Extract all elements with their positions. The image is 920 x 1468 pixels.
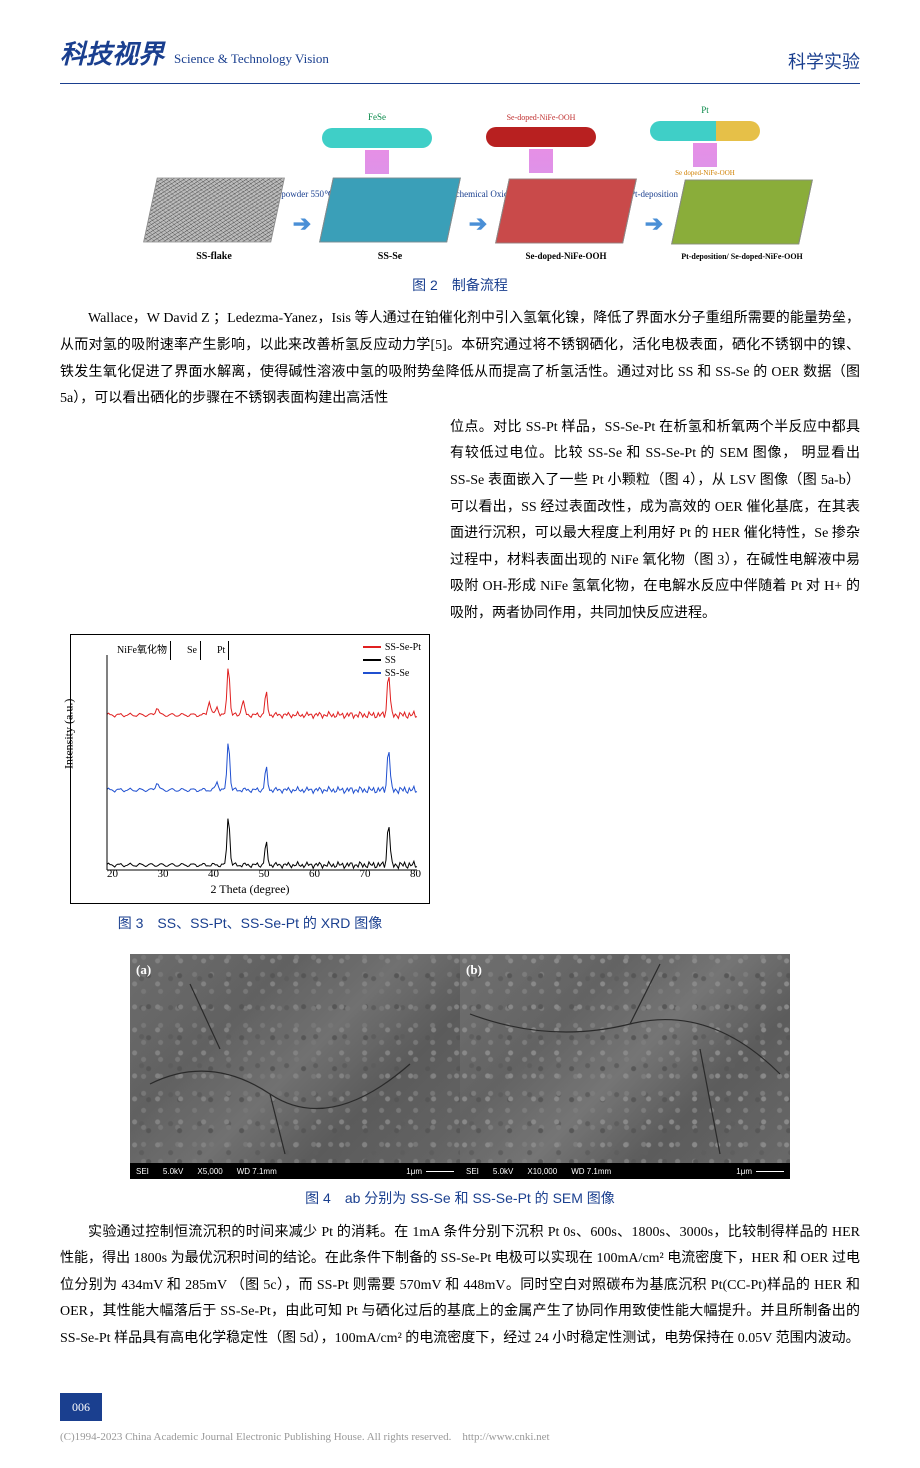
- body-paragraph-1: Wallace，W David Z ；Ledezma-Yanez，Isis 等人…: [60, 306, 860, 412]
- fig2-plate-2: [495, 178, 637, 243]
- figure-3-xrd-chart: NiFe氧化物 Se Pt SS-Se-Pt SS SS-Se: [70, 634, 430, 904]
- figure-2-caption: 图 2 制备流程: [60, 272, 860, 299]
- fig2-plate-0: [143, 177, 285, 242]
- fig2-arrow-1: Electrochemical Oxidation ➔: [458, 186, 498, 245]
- fig4-panel-b-infobar: SEI 5.0kV X10,000 WD 7.1mm 1μm: [460, 1163, 790, 1179]
- figure-4-caption: 图 4 ab 分别为 SS-Se 和 SS-Se-Pt 的 SEM 图像: [60, 1185, 860, 1212]
- journal-title-en: Science & Technology Vision: [174, 47, 329, 72]
- fig2-plate-3: [671, 179, 813, 244]
- figure-2: FeSe Se-doped-NiFe-OOH Pt Se doped-NiFe-…: [150, 102, 770, 265]
- fig3-xlabel: 2 Theta (degree): [210, 878, 289, 901]
- figure-4: (a) SEI 5.0kV X5,000 WD 7.1mm 1μm (b) SE…: [130, 954, 790, 1179]
- fig4-panel-a: (a) SEI 5.0kV X5,000 WD 7.1mm 1μm: [130, 954, 460, 1179]
- fig2-plate-1: [319, 177, 461, 242]
- body-paragraph-right: 位点。对比 SS-Pt 样品，SS-Se-Pt 在析氢和析氧两个半反应中都具有较…: [450, 415, 860, 628]
- fig4-panel-a-infobar: SEI 5.0kV X5,000 WD 7.1mm 1μm: [130, 1163, 460, 1179]
- fig2-tube-1: Se-doped-NiFe-OOH: [476, 110, 606, 173]
- page-header: 科技视界 Science & Technology Vision 科学实验: [60, 30, 860, 84]
- header-left: 科技视界 Science & Technology Vision: [60, 30, 329, 79]
- section-title: 科学实验: [788, 45, 860, 79]
- fig2-arrow-2: Pt-deposition ➔: [634, 186, 674, 245]
- footer-copyright: (C)1994-2023 China Academic Journal Elec…: [60, 1427, 860, 1448]
- body-paragraph-2: 实验通过控制恒流沉积的时间来减少 Pt 的消耗。在 1mA 条件分别下沉积 Pt…: [60, 1220, 860, 1353]
- fig2-arrow-0: Se powder 550℃ ➔: [282, 186, 322, 245]
- figure-3-caption: 图 3 SS、SS-Pt、SS-Se-Pt 的 XRD 图像: [60, 910, 440, 937]
- page-number: 006: [60, 1393, 102, 1422]
- fig3-ylabel: Intensity (a.u.): [58, 698, 81, 768]
- fig4-panel-b: (b) SEI 5.0kV X10,000 WD 7.1mm 1μm: [460, 954, 790, 1179]
- journal-title-cn: 科技视界: [60, 30, 164, 79]
